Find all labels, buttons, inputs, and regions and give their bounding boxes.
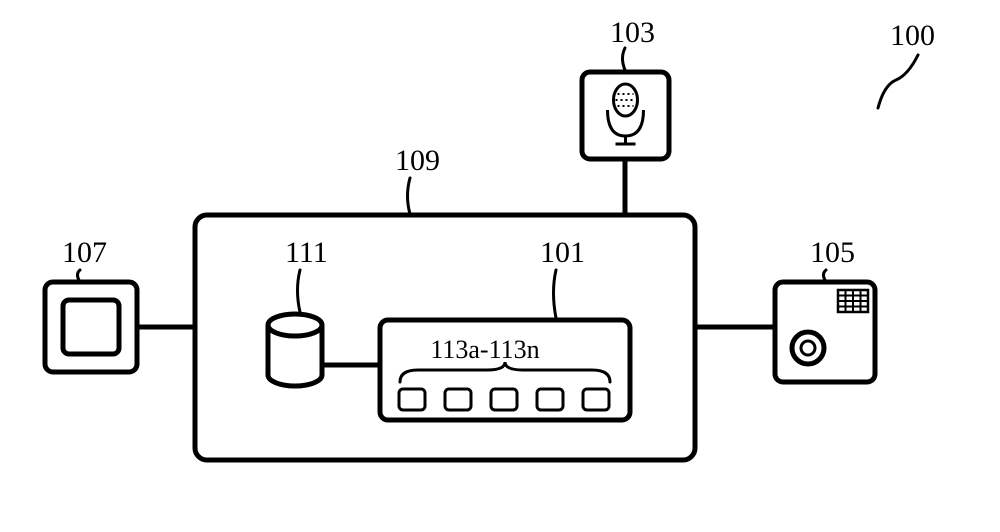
module-slot xyxy=(399,389,425,410)
module-slot xyxy=(445,389,471,410)
module-slot xyxy=(491,389,517,410)
label-processor: 109 xyxy=(395,144,440,177)
label-database: 111 xyxy=(285,236,328,269)
label-modules-box: 101 xyxy=(540,236,585,269)
leader-display xyxy=(78,270,81,282)
label-modules-range: 113a-113n xyxy=(430,335,539,364)
camera-grid-icon xyxy=(838,290,868,312)
leader-processor xyxy=(408,178,411,214)
label-microphone: 103 xyxy=(610,16,655,49)
database-icon xyxy=(268,314,322,386)
leader-camera xyxy=(824,270,827,282)
label-system: 100 xyxy=(890,19,935,52)
leader-mic xyxy=(623,48,626,70)
camera-lens-outer xyxy=(792,332,824,364)
camera-lens-inner xyxy=(801,341,815,355)
label-camera: 105 xyxy=(810,236,855,269)
modules-brace xyxy=(400,362,610,382)
display-screen xyxy=(63,300,119,354)
module-slot xyxy=(537,389,563,410)
leader-database xyxy=(298,270,301,312)
label-display: 107 xyxy=(62,236,107,269)
microphone-icon xyxy=(608,84,644,144)
leader-modules xyxy=(554,270,557,318)
module-slot xyxy=(583,389,609,410)
leader-system xyxy=(878,55,918,108)
display-box xyxy=(45,282,137,372)
